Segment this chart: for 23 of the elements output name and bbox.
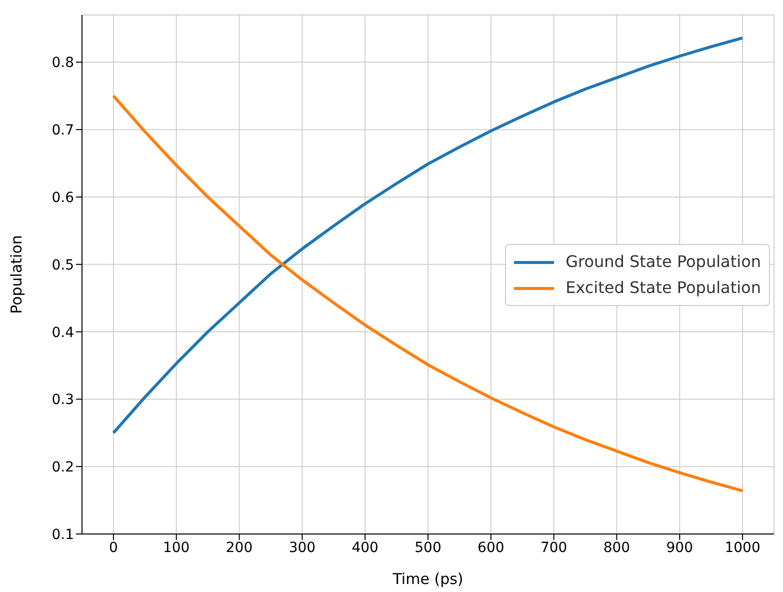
x-tick-label: 900 xyxy=(666,540,694,556)
legend-label: Ground State Population xyxy=(566,251,761,273)
legend-label: Excited State Population xyxy=(566,277,761,299)
x-tick-label: 400 xyxy=(352,540,378,556)
x-tick-label: 0 xyxy=(108,540,118,556)
x-axis-title: Time (ps) xyxy=(392,570,464,588)
x-tick-label: 700 xyxy=(540,540,568,556)
y-tick-label: 0.4 xyxy=(52,324,74,341)
y-tick-label: 0.7 xyxy=(52,122,74,139)
x-tick-label: 200 xyxy=(226,540,253,556)
x-tick-label: 800 xyxy=(603,540,630,556)
y-tick-label: 0.6 xyxy=(52,190,74,206)
x-tick-label: 600 xyxy=(478,540,504,556)
y-axis-title: Population xyxy=(7,235,26,314)
y-tick-label: 0.8 xyxy=(52,55,74,72)
x-tick-label: 100 xyxy=(162,540,190,556)
y-tick-label: 0.3 xyxy=(52,392,74,408)
x-tick-label: 300 xyxy=(288,540,316,556)
y-tick-label: 0.2 xyxy=(52,460,74,476)
y-tick-label: 0.5 xyxy=(52,257,74,274)
y-tick-label: 0.1 xyxy=(52,526,74,543)
x-tick-label: 500 xyxy=(414,540,442,556)
x-tick-label: 1000 xyxy=(724,540,760,556)
